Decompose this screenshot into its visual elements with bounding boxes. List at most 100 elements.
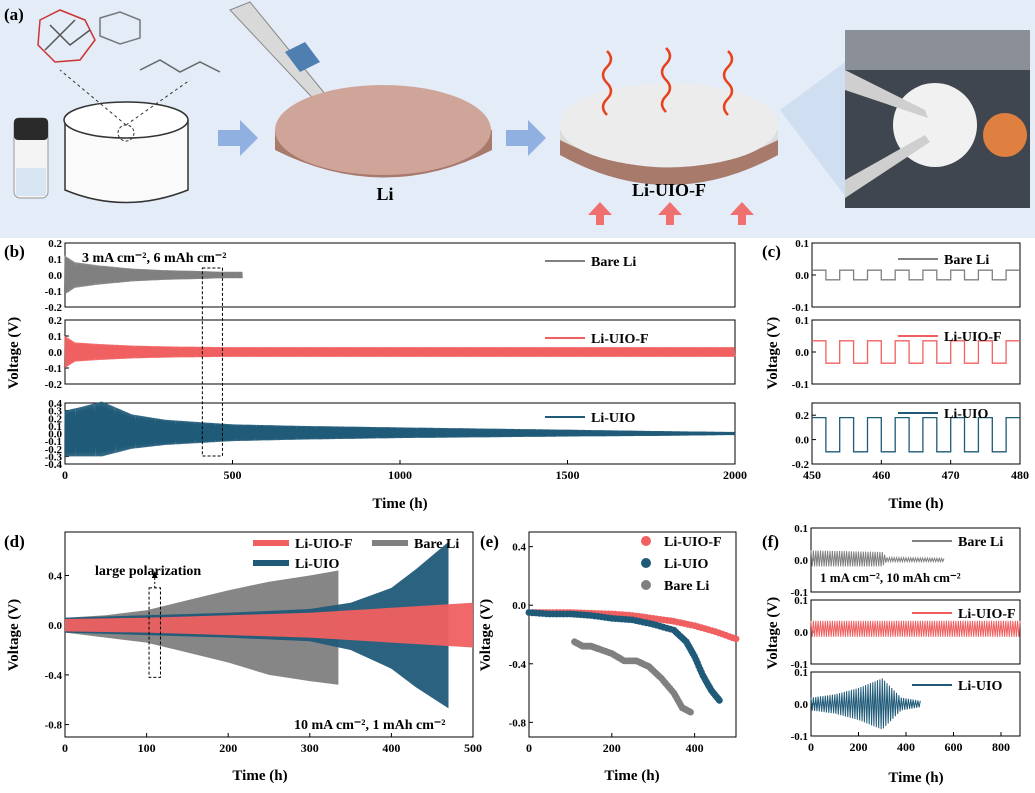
legend-swatch — [253, 560, 289, 566]
legend-label: Li-UIO-F — [591, 332, 649, 347]
subplot-bare-li: -0.1 0.0 0.1 Bare Li — [791, 523, 1021, 599]
y-tick-label: 0.4 — [512, 542, 526, 554]
y-tick-label: -0.1 — [791, 587, 808, 599]
subplot-li-uio: -0.2 0.0 0.2 Li-UIO — [792, 402, 1021, 471]
y-tick-label: 0.2 — [795, 410, 809, 422]
y-tick-label: 0.0 — [795, 270, 809, 282]
label-li: Li — [376, 184, 393, 204]
y-tick-label: 0.1 — [795, 315, 809, 327]
subplot-li-uio-f: -0.1 0.0 0.1 Li-UIO-F — [791, 595, 1021, 671]
process-arrow-icon — [506, 120, 546, 156]
x-tick-label: 400 — [897, 740, 915, 754]
process-arrow-icon — [218, 120, 258, 156]
x-tick-label: 0 — [62, 468, 68, 482]
y-axis-label: Voltage (V) — [478, 599, 494, 671]
x-tick-label: 500 — [464, 741, 482, 755]
beaker-icon — [59, 69, 191, 204]
x-axis-label: Time (h) — [888, 770, 943, 786]
subplot-bare-li: -0.2 -0.1 0.0 0.1 0.2 Bare Li — [45, 238, 736, 314]
plot-frame — [528, 531, 737, 738]
x-tick-label: 400 — [382, 741, 400, 755]
y-tick-label: 0.1 — [794, 667, 808, 679]
y-tick-label: 0.0 — [794, 555, 808, 567]
series-line — [812, 340, 1020, 364]
y-tick-label: 0.1 — [48, 254, 62, 266]
chart-c: -0.1 0.0 0.1 Bare Li -0.1 0.0 0.1 Li-UIO-F -0.2 0… — [765, 238, 1029, 512]
y-tick-label: 0.3 — [48, 406, 62, 418]
series-band — [65, 602, 473, 648]
chart-annotation: 1 mA cm⁻², 10 mAh cm⁻² — [820, 570, 961, 585]
y-axis-label: Voltage (V) — [765, 597, 781, 669]
subplot-li-uio: -0.4-0.3-0.2-0.10.00.10.20.30.4 Li-UIO — [45, 398, 736, 471]
y-tick-label: -0.4 — [509, 659, 527, 671]
y-tick-label: 0.2 — [48, 238, 62, 250]
x-axis-label: Time (h) — [372, 496, 427, 512]
heat-arrow-icon — [588, 202, 754, 225]
y-tick-label: 0.0 — [512, 600, 526, 612]
y-tick-label: -0.1 — [45, 436, 62, 448]
x-tick-label: 200 — [219, 741, 237, 755]
subplot-li-uio-f: -0.2 -0.1 0.0 0.1 0.2 Li-UIO-F — [45, 315, 736, 391]
y-tick-label: 0.1 — [795, 238, 809, 250]
y-tick-label: -0.8 — [45, 720, 63, 732]
legend-label: Li-UIO-F — [664, 535, 722, 550]
heat-wave-icon — [601, 47, 734, 116]
x-tick-label: 200 — [603, 741, 621, 755]
series-line — [64, 401, 736, 457]
y-tick-label: 0.0 — [48, 429, 62, 441]
y-tick-label: 0.0 — [795, 435, 809, 447]
y-tick-label: -0.4 — [45, 459, 63, 471]
y-tick-label: -0.2 — [792, 459, 810, 471]
chart-annotation: 3 mA cm⁻², 6 mAh cm⁻² — [82, 251, 226, 266]
y-tick-label: 0.0 — [794, 627, 808, 639]
lithium-disk: Li — [275, 85, 492, 204]
legend-label: Li-UIO — [958, 679, 1002, 694]
x-tick-label: 400 — [686, 741, 704, 755]
x-tick-label: 0 — [808, 740, 814, 754]
y-tick-label: 0.0 — [48, 620, 62, 632]
y-axis-label: Voltage (V) — [6, 317, 22, 389]
x-tick-label: 600 — [945, 740, 963, 754]
legend-label: Bare Li — [958, 535, 1003, 550]
chart-annotation: 10 mA cm⁻², 1 mAh cm⁻² — [294, 718, 445, 733]
legend-label: Bare Li — [414, 537, 459, 552]
y-tick-label: -0.1 — [792, 379, 809, 391]
panel-label-d: (d) — [4, 532, 25, 551]
legend-label: Li-UIO-F — [944, 330, 1002, 345]
y-tick-label: 0.1 — [794, 523, 808, 535]
series-line — [812, 269, 1020, 281]
legend-label: Bare Li — [664, 579, 709, 594]
y-tick-label: 0.0 — [48, 270, 62, 282]
y-tick-label: 0.2 — [48, 315, 62, 327]
panel-label-e: (e) — [480, 532, 499, 551]
y-tick-label: 0.2 — [48, 413, 62, 425]
sample-photo — [780, 30, 1030, 208]
legend-label: Bare Li — [591, 255, 636, 270]
legend-label: Li-UIO — [664, 557, 708, 572]
panel-label-f: (f) — [762, 532, 779, 551]
callout-arrowhead — [151, 570, 158, 578]
y-tick-label: -0.4 — [45, 670, 63, 682]
y-axis-label: Voltage (V) — [765, 317, 781, 389]
x-tick-label: 200 — [850, 740, 868, 754]
y-tick-label: 0.0 — [794, 699, 808, 711]
series-line — [810, 678, 921, 730]
y-tick-label: -0.2 — [45, 379, 63, 391]
legend-label: Li-UIO — [295, 557, 339, 572]
subplot-li-uio: -0.1 0.0 0.1 Li-UIO — [791, 667, 1021, 743]
panel-label-c: (c) — [762, 242, 781, 261]
x-tick-label: 1000 — [388, 468, 412, 482]
y-tick-label: 0.4 — [48, 570, 62, 582]
series-line — [64, 255, 243, 294]
mof-structure-icon — [37, 9, 221, 73]
legend-label: Li-UIO-F — [295, 537, 353, 552]
coated-lithium-disk: Li-UIO-F — [560, 47, 778, 225]
x-axis-label: Time (h) — [604, 768, 659, 784]
legend-label: Li-UIO-F — [958, 607, 1016, 622]
y-tick-label: -0.1 — [792, 302, 809, 314]
legend-label: Bare Li — [944, 253, 989, 268]
x-tick-label: 500 — [224, 468, 242, 482]
chart-e: -0.8 -0.4 0.0 0.4 0 200 400 Li-UIO-F Li-UIO Bare … — [478, 531, 740, 784]
